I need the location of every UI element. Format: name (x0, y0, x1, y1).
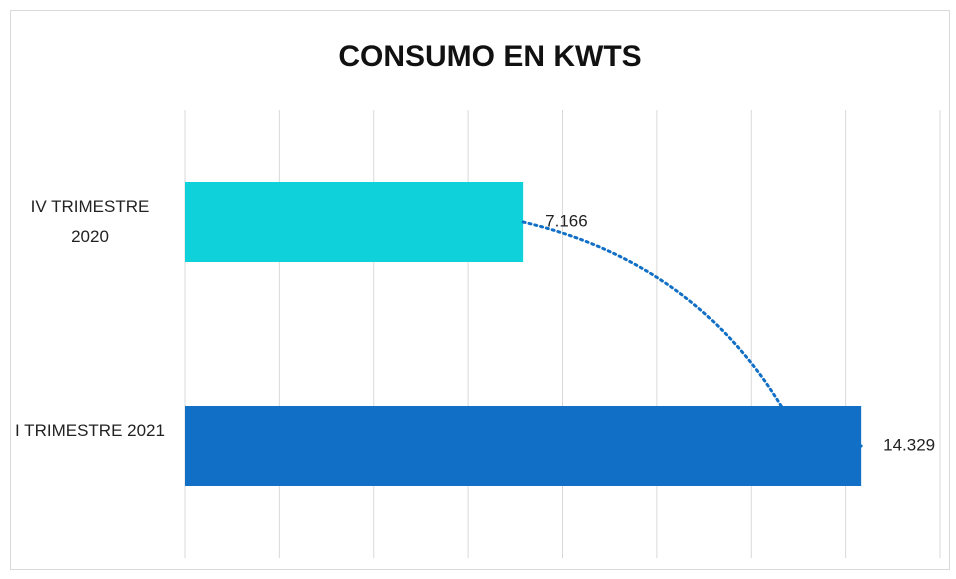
y-tick-label: IV TRIMESTRE 2020 (30, 197, 150, 246)
value-label: 7.166 (545, 211, 588, 230)
chart-title: CONSUMO EN KWTS (338, 40, 641, 73)
bar (185, 406, 862, 486)
value-label: 14.329 (883, 435, 935, 454)
trendline (521, 220, 863, 448)
y-tick-label: I TRIMESTRE 2021 (15, 421, 165, 440)
bar (185, 182, 524, 262)
